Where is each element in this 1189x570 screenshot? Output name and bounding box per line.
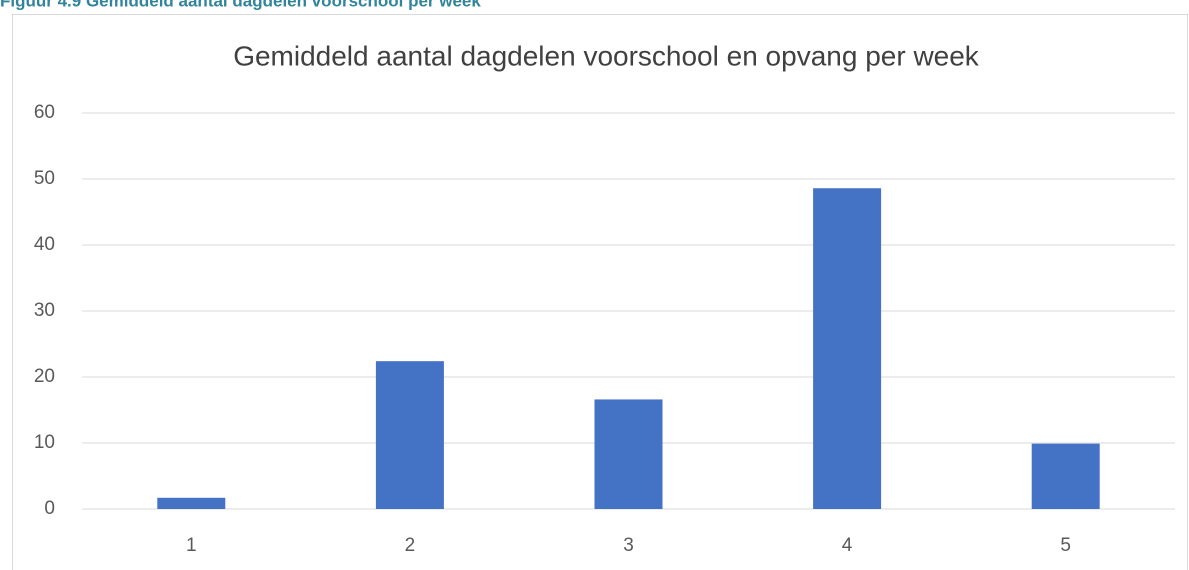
y-tick-label: 40 <box>34 234 55 255</box>
x-tick-label: 3 <box>623 535 634 556</box>
y-tick-label: 60 <box>34 102 55 123</box>
y-tick-label: 10 <box>34 432 55 453</box>
bar <box>375 361 444 509</box>
x-tick-label: 4 <box>842 535 853 556</box>
y-tick-label: 20 <box>34 366 55 387</box>
bar <box>813 188 882 510</box>
x-tick-label: 5 <box>1060 535 1071 556</box>
figure-caption: Figuur 4.9 Gemiddeld aantal dagdelen voo… <box>0 0 481 10</box>
bar <box>594 399 663 509</box>
bar <box>1031 443 1100 509</box>
y-tick-label: 0 <box>44 498 55 519</box>
x-tick-label: 1 <box>186 535 197 556</box>
y-tick-label: 50 <box>34 168 55 189</box>
y-tick-label: 30 <box>34 300 55 321</box>
chart-title: Gemiddeld aantal dagdelen voorschool en … <box>233 40 980 71</box>
x-tick-label: 2 <box>405 535 416 556</box>
bar <box>157 497 226 509</box>
